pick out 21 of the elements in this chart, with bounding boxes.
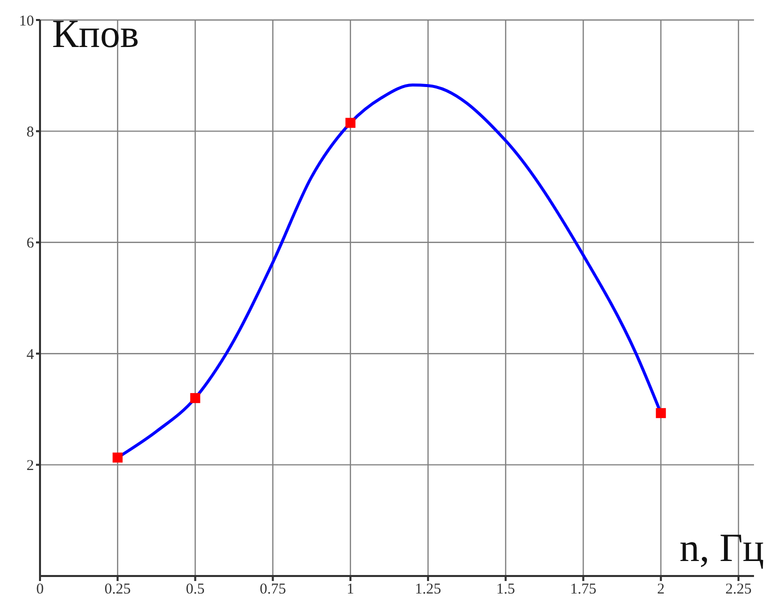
x-axis-title: n, Гц (679, 525, 764, 570)
point (656, 408, 666, 418)
point (190, 393, 200, 404)
x-tick-label: 2 (657, 582, 665, 598)
x-tick-label: 1.75 (570, 582, 596, 598)
y-tick-label: 2 (26, 458, 34, 474)
y-tick-label: 10 (19, 13, 34, 30)
x-tick-label: 1.25 (414, 582, 442, 598)
y-tick-label: 4 (26, 346, 34, 363)
x-tick-label: 2.25 (725, 582, 752, 598)
point (345, 118, 356, 128)
y-tick-label: 8 (26, 124, 34, 141)
point (112, 452, 123, 463)
x-tick-label: 0.75 (260, 582, 286, 598)
y-tick-label: 6 (26, 236, 34, 252)
x-tick-label: 0.5 (186, 582, 205, 598)
x-tick-label: 0 (36, 582, 44, 598)
x-tick-label: 0.25 (104, 582, 131, 598)
x-tick-label: 1 (346, 582, 354, 598)
x-tick-label: 1.5 (496, 582, 516, 598)
y-axis-title: Кпов (52, 11, 139, 56)
